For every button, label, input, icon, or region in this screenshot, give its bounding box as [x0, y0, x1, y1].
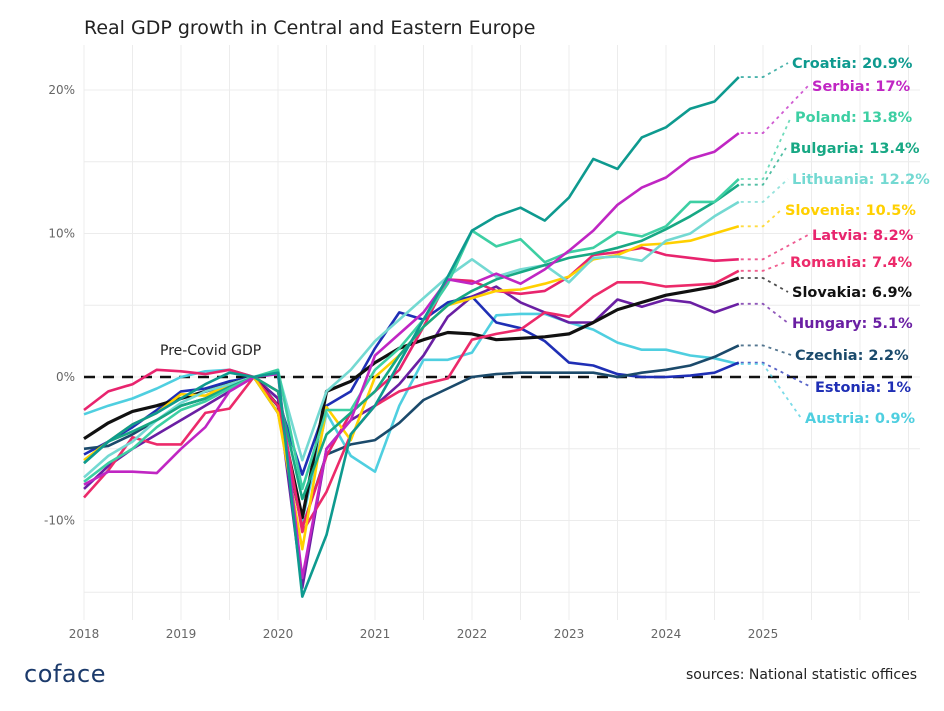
series-label-poland: Poland: 13.8% [795, 110, 913, 126]
series-line-poland [83, 178, 740, 491]
label-connector-estonia [740, 361, 812, 388]
label-connector-slovakia [740, 277, 789, 293]
series-label-czechia: Czechia: 2.2% [795, 348, 909, 364]
series-line-lithuania [83, 200, 740, 479]
series-label-estonia: Estonia: 1% [815, 380, 911, 396]
label-connector-bulgaria [740, 147, 787, 186]
x-tick-label: 2018 [69, 627, 100, 641]
pre-covid-label: Pre-Covid GDP [160, 343, 261, 359]
x-tick-label: 2025 [748, 627, 779, 641]
y-tick-label: 0% [56, 370, 75, 384]
label-connector-poland [740, 116, 792, 180]
series-line-croatia [83, 76, 740, 598]
y-tick-label: 20% [48, 83, 75, 97]
chart-title: Real GDP growth in Central and Eastern E… [84, 17, 536, 39]
series-line-hungary [83, 285, 740, 590]
label-connector-slovenia [740, 209, 782, 228]
series-label-austria: Austria: 0.9% [805, 411, 916, 427]
series-label-slovenia: Slovenia: 10.5% [785, 203, 916, 219]
series-label-romania: Romania: 7.4% [790, 255, 913, 271]
x-tick-label: 2021 [360, 627, 391, 641]
series-label-serbia: Serbia: 17% [812, 79, 911, 95]
label-connector-croatia [740, 62, 789, 78]
series-label-croatia: Croatia: 20.9% [792, 56, 913, 72]
x-tick-label: 2019 [166, 627, 197, 641]
coface-logo: coface [24, 660, 106, 688]
series-label-slovakia: Slovakia: 6.9% [792, 285, 913, 301]
x-tick-label: 2022 [457, 627, 488, 641]
x-tick-label: 2024 [651, 627, 682, 641]
series-line-romania [83, 269, 740, 534]
label-connector-latvia [740, 234, 809, 261]
label-connector-lithuania [740, 178, 789, 203]
label-connector-czechia [740, 344, 792, 356]
series-line-austria [83, 312, 740, 522]
y-tick-label: 10% [48, 227, 75, 241]
label-connector-hungary [740, 302, 789, 324]
source-note: sources: National statistic offices [685, 667, 917, 683]
series-label-bulgaria: Bulgaria: 13.4% [790, 141, 920, 157]
label-connector-austria [740, 363, 802, 419]
label-connector-serbia [740, 85, 809, 134]
series-label-lithuania: Lithuania: 12.2% [792, 172, 930, 188]
series-label-latvia: Latvia: 8.2% [812, 228, 914, 244]
x-tick-label: 2023 [554, 627, 585, 641]
y-tick-label: -10% [44, 514, 75, 528]
x-tick-label: 2020 [263, 627, 294, 641]
series-label-hungary: Hungary: 5.1% [792, 316, 913, 332]
label-connector-romania [740, 261, 787, 272]
series-line-serbia [83, 132, 740, 580]
